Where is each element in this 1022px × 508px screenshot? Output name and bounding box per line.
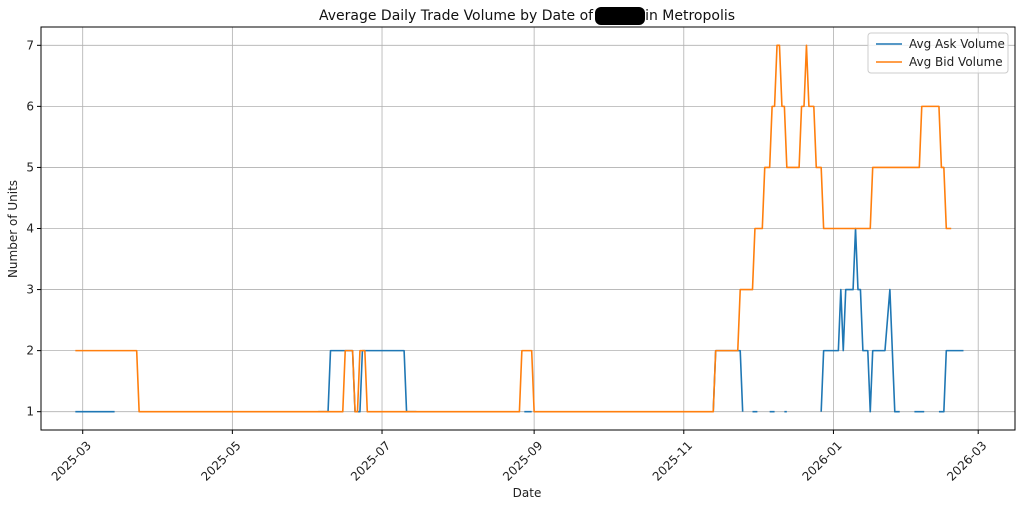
legend-label-ask: Avg Ask Volume [909,37,1005,51]
series-line-segment [820,227,900,413]
series-layer [75,44,964,413]
legend-box [867,32,1009,74]
chart-title: Average Daily Trade Volume by Date of ▇▇… [319,8,735,24]
x-axis-label: Date [513,486,542,500]
y-tick-label: 1 [26,405,34,419]
y-tick-label: 4 [26,222,34,236]
y-tick-label: 7 [26,38,34,52]
y-tick-label: 3 [26,283,34,297]
y-tick-label: 2 [26,344,34,358]
redaction-mark [595,7,645,25]
y-tick-label: 5 [26,160,34,174]
series-bid [75,44,952,413]
y-axis-ticks: 1 2 3 4 5 6 7 [26,38,41,419]
legend-label-bid: Avg Bid Volume [909,55,1003,69]
series-line-segment [75,44,952,413]
legend: Avg Ask Volume Avg Bid Volume [867,32,1009,74]
series-line-segment [938,349,964,413]
y-axis-label: Number of Units [6,180,20,278]
y-tick-label: 6 [26,99,34,113]
